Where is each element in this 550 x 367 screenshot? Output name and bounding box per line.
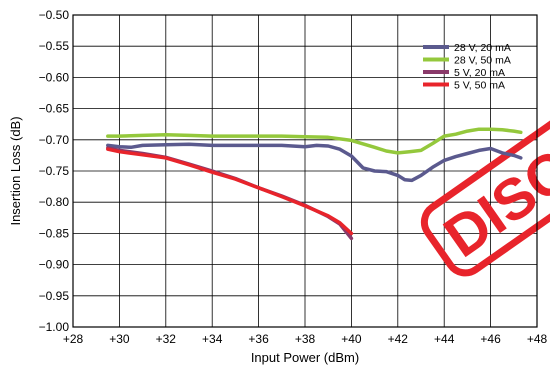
series-line-1 (106, 142, 523, 183)
y-tick-label: −0.70 (39, 133, 70, 147)
grid-lines (73, 15, 537, 327)
series-line-2 (106, 127, 523, 155)
y-tick-label: −0.80 (39, 195, 70, 209)
x-tick-label: +44 (434, 332, 455, 346)
legend-label: 5 V, 50 mA (454, 80, 505, 92)
x-tick-label: +48 (527, 332, 548, 346)
y-tick-labels: −0.50 −0.55 −0.60 −0.65 −0.70 −0.75 −0.80 −0.85… (39, 8, 70, 334)
y-tick-label: −0.90 (39, 258, 70, 272)
y-tick-label: −0.95 (39, 289, 70, 303)
legend-label: 5 V, 20 mA (454, 67, 505, 79)
legend-label: 28 V, 50 mA (454, 55, 511, 67)
y-tick-label: −0.65 (39, 102, 70, 116)
x-tick-label: +40 (341, 332, 362, 346)
legend-label: 28 V, 20 mA (454, 42, 511, 54)
x-tick-label: +36 (248, 332, 269, 346)
x-tick-label: +46 (480, 332, 501, 346)
series-lines (106, 127, 523, 241)
y-axis-title: Insertion Loss (dB) (8, 116, 23, 225)
series-line-3 (106, 146, 354, 241)
watermark-border (420, 83, 550, 277)
x-axis-title: Input Power (dBm) (251, 350, 359, 365)
y-tick-label: −0.75 (39, 164, 70, 178)
watermark-stamp-group: DISCO (420, 83, 550, 277)
y-tick-label: −0.85 (39, 226, 70, 240)
x-tick-label: +34 (202, 332, 223, 346)
x-tick-label: +28 (63, 332, 84, 346)
x-tick-label: +42 (388, 332, 409, 346)
watermark-stamp: DISCO (420, 83, 550, 277)
y-tick-label: −1.00 (39, 320, 70, 334)
x-tick-label: +38 (295, 332, 316, 346)
x-tick-label: +30 (109, 332, 130, 346)
y-tick-label: −0.60 (39, 70, 70, 84)
y-tick-label: −0.55 (39, 39, 70, 53)
x-tick-labels: +28 +30 +32 +34 +36 +38 +40 +42 +44 +46 +48 (63, 332, 548, 346)
y-tick-label: −0.50 (39, 8, 70, 22)
series-line-4 (106, 147, 354, 236)
plot-frame (72, 14, 538, 328)
x-tick-label: +32 (156, 332, 177, 346)
